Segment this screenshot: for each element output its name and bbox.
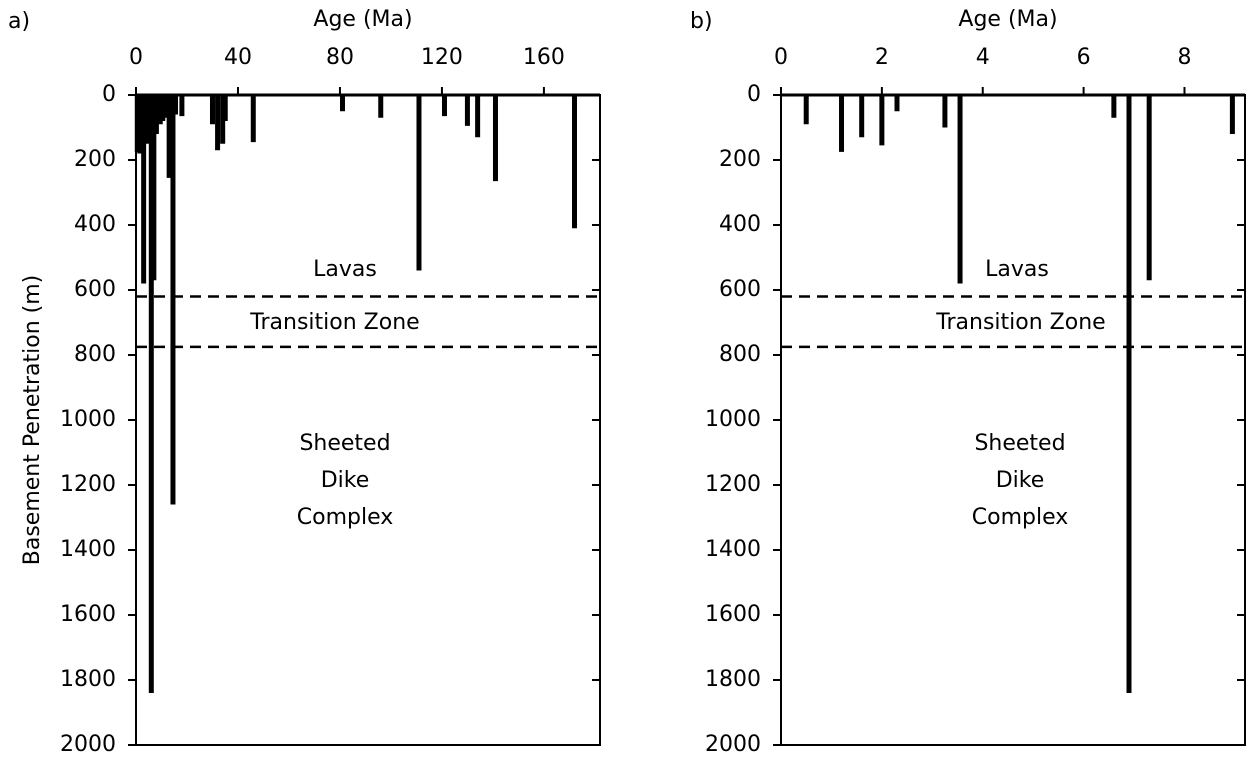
y-tick-label: 600	[74, 277, 116, 302]
annotation: Lavas	[313, 257, 377, 282]
y-tick-label: 1000	[705, 407, 761, 432]
x-axis-title: Age (Ma)	[313, 7, 412, 32]
annotation: Complex	[297, 505, 394, 530]
annotation: Lavas	[985, 257, 1049, 282]
bar	[220, 95, 226, 144]
panel-label: a)	[8, 9, 30, 34]
y-tick-label: 1400	[60, 537, 116, 562]
y-tick-label: 1400	[705, 537, 761, 562]
y-tick-label: 1600	[60, 602, 116, 627]
y-tick-label: 800	[719, 342, 761, 367]
annotation: Dike	[996, 468, 1045, 493]
annotation: Transition Zone	[249, 310, 419, 335]
y-tick-label: 0	[747, 82, 761, 107]
annotation: Sheeted	[299, 431, 390, 456]
y-tick-label: 400	[719, 212, 761, 237]
y-axis-title: Basement Penetration (m)	[20, 275, 45, 565]
bar	[1126, 95, 1132, 693]
y-tick-label: 1000	[60, 407, 116, 432]
y-tick-label: 1600	[705, 602, 761, 627]
annotation: Complex	[972, 505, 1069, 530]
y-tick-label: 1800	[705, 667, 761, 692]
x-tick-label: 160	[523, 45, 565, 70]
x-tick-label: 120	[421, 45, 463, 70]
x-tick-label: 8	[1177, 45, 1191, 70]
x-tick-label: 4	[976, 45, 990, 70]
bar	[378, 95, 384, 118]
bar	[157, 95, 163, 125]
bar	[572, 95, 578, 229]
x-axis-title: Age (Ma)	[958, 7, 1057, 32]
x-tick-label: 80	[326, 45, 354, 70]
x-tick-label: 2	[875, 45, 889, 70]
y-tick-label: 600	[719, 277, 761, 302]
plot-frame	[135, 94, 601, 746]
bar	[173, 95, 179, 115]
y-tick-label: 2000	[60, 732, 116, 757]
x-tick-label: 6	[1077, 45, 1091, 70]
bar	[222, 95, 228, 121]
bar	[942, 95, 948, 128]
bar	[141, 95, 147, 284]
bar	[464, 95, 470, 126]
y-tick-label: 400	[74, 212, 116, 237]
y-tick-label: 2000	[705, 732, 761, 757]
bar	[151, 95, 157, 281]
bar	[416, 95, 422, 271]
bar	[144, 95, 150, 144]
bar	[859, 95, 865, 138]
bar	[1111, 95, 1117, 118]
x-tick-label: 0	[129, 45, 143, 70]
bar	[148, 95, 154, 693]
y-tick-label: 800	[74, 342, 116, 367]
y-tick-label: 1200	[705, 472, 761, 497]
annotation: Dike	[321, 468, 370, 493]
y-tick-label: 1800	[60, 667, 116, 692]
bar	[441, 95, 447, 117]
x-tick-label: 40	[224, 45, 252, 70]
y-tick-label: 0	[102, 82, 116, 107]
bar	[215, 95, 221, 151]
x-tick-label: 0	[774, 45, 788, 70]
panel-label: b)	[690, 9, 713, 34]
annotation: Sheeted	[974, 431, 1065, 456]
bar	[492, 95, 498, 182]
y-tick-label: 200	[719, 147, 761, 172]
bar	[153, 95, 159, 134]
bar	[137, 95, 143, 154]
bar	[250, 95, 256, 143]
y-tick-label: 200	[74, 147, 116, 172]
bar	[166, 95, 172, 178]
bar	[164, 95, 170, 118]
bar	[209, 95, 215, 125]
bar	[134, 95, 140, 152]
plot-frame	[780, 94, 1246, 746]
bar	[160, 95, 166, 121]
bar	[839, 95, 845, 152]
bar	[879, 95, 885, 146]
bar	[957, 95, 963, 284]
bar	[1229, 95, 1235, 134]
bar	[475, 95, 481, 138]
bar	[179, 95, 185, 117]
bar	[170, 95, 176, 505]
annotation: Transition Zone	[935, 310, 1105, 335]
bar	[803, 95, 809, 125]
y-tick-label: 1200	[60, 472, 116, 497]
bar	[894, 95, 900, 112]
bar	[1146, 95, 1152, 281]
bar	[340, 95, 346, 112]
